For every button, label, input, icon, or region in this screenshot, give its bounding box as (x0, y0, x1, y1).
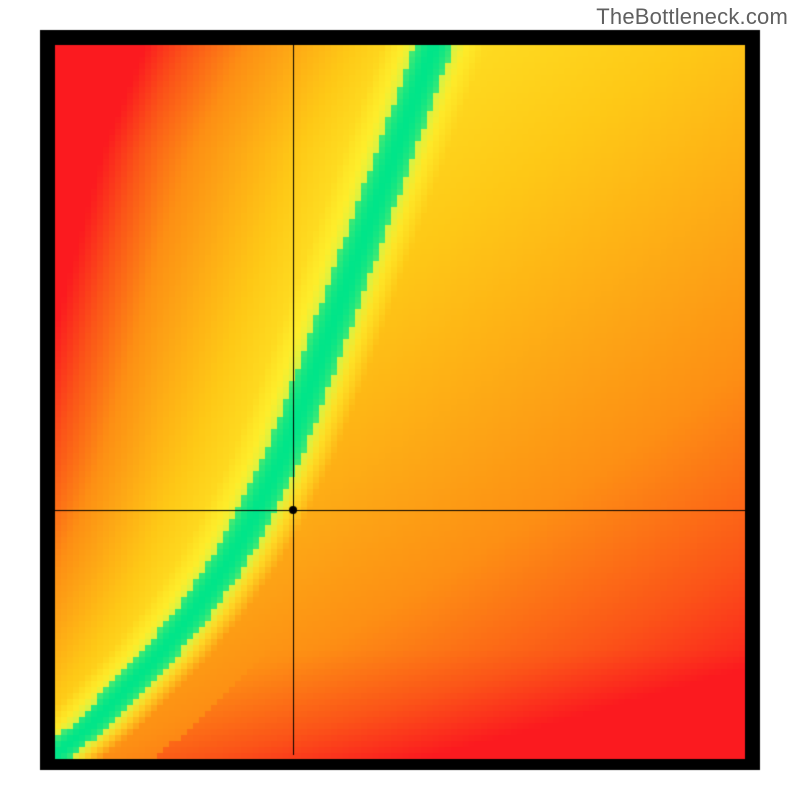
watermark-label: TheBottleneck.com (596, 4, 788, 30)
chart-container: TheBottleneck.com (0, 0, 800, 800)
heatmap-canvas (0, 0, 800, 800)
